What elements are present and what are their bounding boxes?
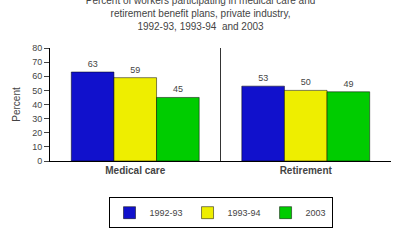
svg-text:49: 49 xyxy=(343,79,353,89)
svg-text:10: 10 xyxy=(32,142,42,152)
svg-text:63: 63 xyxy=(88,59,98,69)
svg-text:Retirement: Retirement xyxy=(280,165,333,176)
svg-text:40: 40 xyxy=(32,100,42,110)
svg-text:20: 20 xyxy=(32,128,42,138)
svg-text:50: 50 xyxy=(301,77,311,87)
svg-text:0: 0 xyxy=(37,156,42,166)
svg-text:1992-93: 1992-93 xyxy=(150,208,183,218)
svg-text:80: 80 xyxy=(32,43,42,53)
svg-text:59: 59 xyxy=(130,65,140,75)
svg-text:53: 53 xyxy=(258,73,268,83)
svg-text:30: 30 xyxy=(32,114,42,124)
svg-text:Percent: Percent xyxy=(11,87,22,122)
svg-text:Percent of workers participati: Percent of workers participating in medi… xyxy=(86,0,316,32)
svg-text:Medical care: Medical care xyxy=(105,165,165,176)
svg-text:60: 60 xyxy=(32,71,42,81)
svg-text:70: 70 xyxy=(32,57,42,67)
svg-text:50: 50 xyxy=(32,86,42,96)
svg-text:1993-94: 1993-94 xyxy=(228,208,261,218)
svg-text:45: 45 xyxy=(173,84,183,94)
svg-text:2003: 2003 xyxy=(306,208,326,218)
